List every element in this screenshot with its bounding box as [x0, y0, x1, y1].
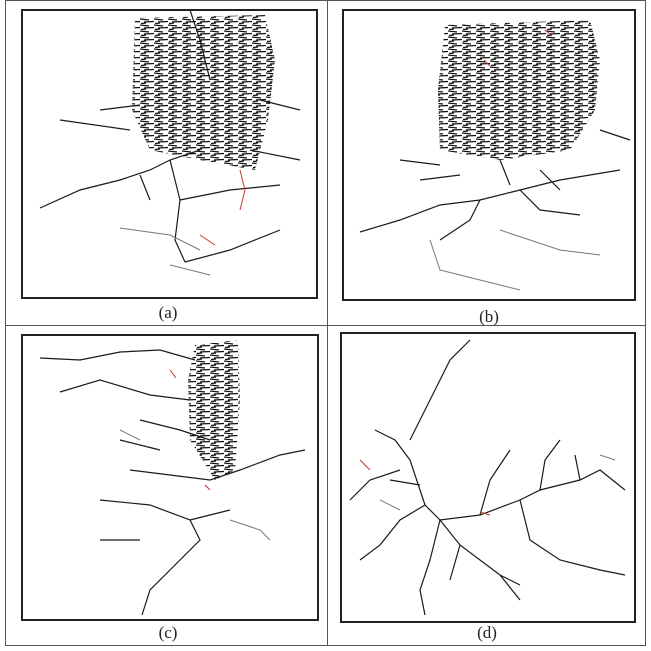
panel-a: (a) — [22, 10, 317, 322]
panel-label: (c) — [159, 623, 178, 642]
figure: (a) (b) (c) (d) — [0, 0, 651, 646]
dense-network — [438, 20, 600, 160]
panel-frame — [22, 335, 318, 620]
dense-network — [132, 15, 275, 170]
panel-d: (d) — [341, 333, 635, 642]
panel-b: (b) — [343, 10, 635, 326]
panel-label: (b) — [479, 307, 499, 326]
panel-label: (d) — [477, 623, 497, 642]
page: (a) (b) (c) (d) (() => { const data = JS… — [0, 0, 651, 646]
panel-frame — [341, 333, 635, 622]
panel-c: (c) — [22, 335, 318, 642]
panel-label: (a) — [159, 303, 178, 322]
